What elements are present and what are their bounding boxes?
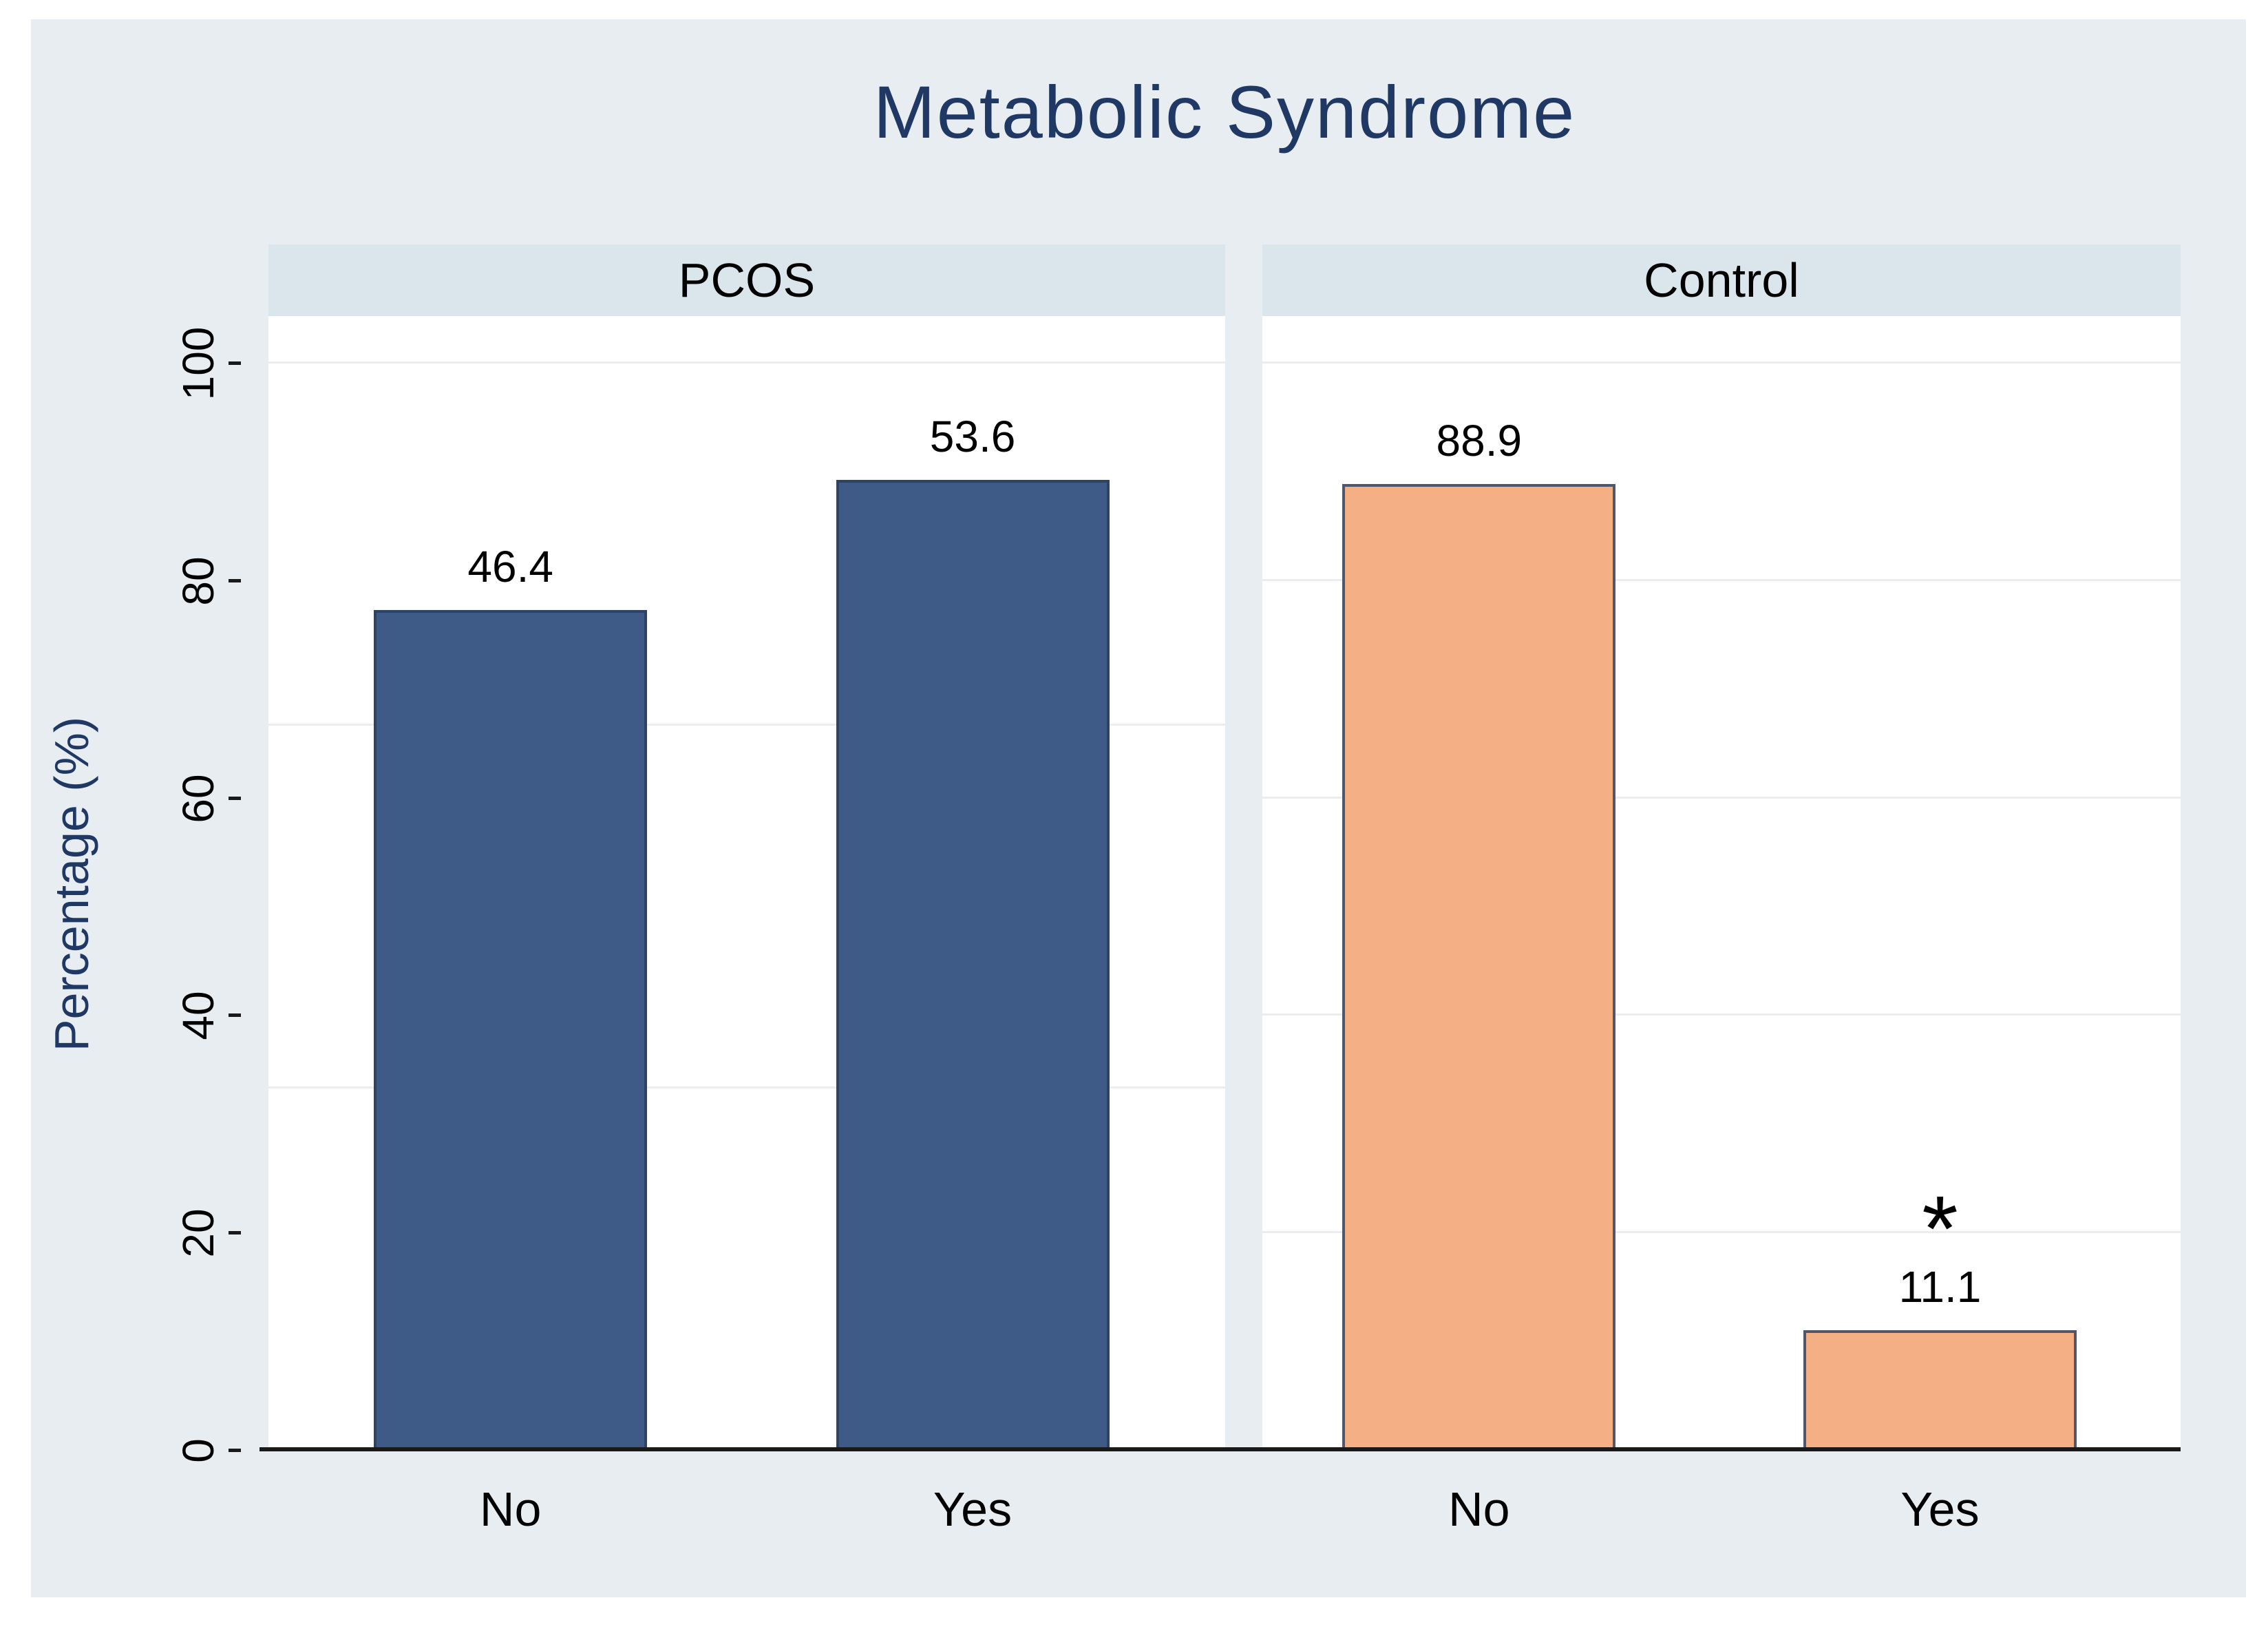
gridline <box>1262 578 2181 581</box>
bar-label-block: 53.6 <box>821 411 1124 462</box>
y-axis-tick-label: 20 <box>173 1208 223 1258</box>
gridline <box>1262 1013 2181 1016</box>
significance-asterisk: * <box>1922 1176 1958 1281</box>
bar-control-yes <box>1803 1330 2077 1451</box>
gridline <box>268 724 1225 726</box>
y-axis-tick-mark <box>229 361 241 365</box>
panel-header-pcos: PCOS <box>268 244 1225 316</box>
bar-value-label: 11.1 <box>1898 1261 1982 1312</box>
x-axis-category-label: No <box>479 1482 542 1536</box>
gridline <box>1262 796 2181 799</box>
bar-pcos-yes <box>836 479 1110 1451</box>
gridline <box>268 361 1225 364</box>
gridline <box>1262 1231 2181 1234</box>
panel-header-control: Control <box>1262 244 2181 316</box>
bar-label-block: 88.9 <box>1328 415 1631 466</box>
bar-label-block: * 11.1 <box>1788 1176 2091 1312</box>
panel-plot-control: 88.9 * 11.1 <box>1262 316 2181 1451</box>
gridline <box>268 1086 1225 1089</box>
bar-value-label: 53.6 <box>929 411 1016 461</box>
y-axis-title: Percentage (%) <box>45 716 98 1052</box>
y-axis-tick-mark <box>229 796 241 800</box>
x-axis-category-label: Yes <box>933 1482 1013 1536</box>
bar-control-no <box>1342 484 1616 1451</box>
chart-title: Metabolic Syndrome <box>873 70 1576 154</box>
y-axis-tick-mark <box>229 1013 241 1018</box>
y-axis-tick-mark <box>229 1449 241 1452</box>
bar-value-label: 88.9 <box>1436 416 1523 466</box>
bar-pcos-no <box>374 610 648 1451</box>
bar-value-label: 46.4 <box>467 542 553 592</box>
bar-label-block: 46.4 <box>359 541 662 592</box>
x-axis-line <box>259 1447 2181 1451</box>
y-axis-tick-label: 0 <box>173 1438 223 1463</box>
panel-plot-pcos: 46.4 53.6 <box>268 316 1225 1451</box>
x-axis-category-label: No <box>1448 1482 1510 1536</box>
y-axis-tick-label: 80 <box>173 556 223 606</box>
y-axis-tick-mark <box>229 578 241 582</box>
y-axis-tick-label: 40 <box>173 991 223 1040</box>
y-axis-tick-mark <box>229 1231 241 1235</box>
y-axis-tick-label: 100 <box>173 326 223 401</box>
x-axis-category-label: Yes <box>1900 1482 1980 1536</box>
y-axis-tick-label: 60 <box>173 774 223 823</box>
gridline <box>1262 361 2181 364</box>
